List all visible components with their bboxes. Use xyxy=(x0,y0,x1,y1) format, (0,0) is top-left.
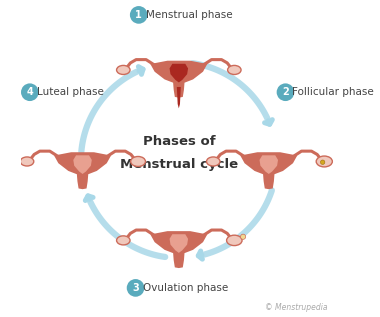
Ellipse shape xyxy=(117,65,130,74)
Polygon shape xyxy=(169,64,188,82)
Ellipse shape xyxy=(226,235,242,246)
Ellipse shape xyxy=(228,65,241,74)
Text: Luteal phase: Luteal phase xyxy=(37,87,104,97)
Ellipse shape xyxy=(20,157,34,166)
Text: Menstrual phase: Menstrual phase xyxy=(146,10,232,20)
Polygon shape xyxy=(260,155,278,174)
Polygon shape xyxy=(240,152,297,189)
Polygon shape xyxy=(150,61,207,98)
Text: 4: 4 xyxy=(27,87,33,97)
Polygon shape xyxy=(150,231,207,268)
Polygon shape xyxy=(169,234,188,253)
Circle shape xyxy=(127,279,144,297)
Polygon shape xyxy=(54,152,111,189)
Ellipse shape xyxy=(206,157,220,166)
Polygon shape xyxy=(177,87,181,108)
Ellipse shape xyxy=(131,157,146,166)
Text: 3: 3 xyxy=(132,283,139,293)
Text: Ovulation phase: Ovulation phase xyxy=(142,283,228,293)
Text: Follicular phase: Follicular phase xyxy=(293,87,374,97)
Text: 1: 1 xyxy=(135,10,142,20)
Polygon shape xyxy=(73,155,92,174)
Circle shape xyxy=(277,83,294,101)
Text: Menstrual cycle: Menstrual cycle xyxy=(120,158,238,171)
Circle shape xyxy=(130,6,147,24)
Circle shape xyxy=(320,160,325,165)
Text: 2: 2 xyxy=(282,87,289,97)
Ellipse shape xyxy=(316,156,332,167)
Circle shape xyxy=(241,234,245,239)
Circle shape xyxy=(21,83,39,101)
Text: Phases of: Phases of xyxy=(142,135,215,148)
Ellipse shape xyxy=(117,236,130,245)
Text: © Menstrupedia: © Menstrupedia xyxy=(264,302,327,312)
